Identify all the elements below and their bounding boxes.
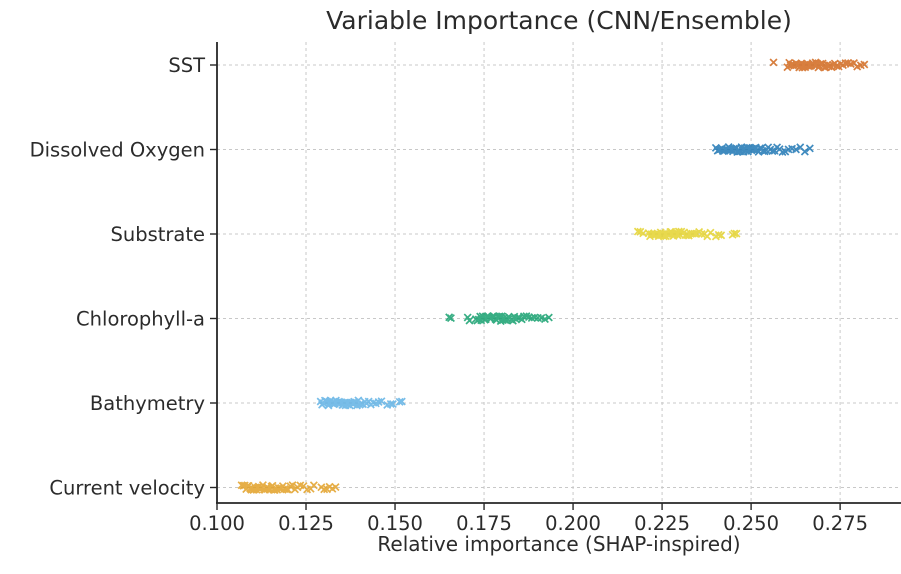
data-point-x-marker — [800, 147, 809, 156]
data-point-x-marker — [706, 228, 715, 237]
series-bathymetry — [316, 396, 406, 410]
series-sst — [769, 58, 869, 72]
x-tick-label: 0.200 — [545, 512, 601, 535]
y-tick-label: SST — [168, 54, 205, 77]
y-tick-label: Bathymetry — [90, 392, 205, 415]
x-tick-label: 0.175 — [456, 512, 512, 535]
chart-title: Variable Importance (CNN/Ensemble) — [326, 6, 792, 35]
data-point-x-marker — [386, 399, 395, 408]
data-point-x-marker — [717, 231, 726, 240]
y-tick-label: Dissolved Oxygen — [30, 139, 205, 162]
y-tick-label: Chlorophyll-a — [76, 308, 205, 331]
series-current-velocity — [237, 481, 340, 495]
x-axis-label: Relative importance (SHAP-inspired) — [377, 532, 741, 556]
data-point-x-marker — [395, 397, 404, 406]
x-tick-label: 0.225 — [634, 512, 690, 535]
data-point-x-marker — [791, 145, 800, 154]
data-point-x-marker — [544, 313, 553, 322]
x-tick-label: 0.125 — [278, 512, 334, 535]
data-point-x-marker — [388, 400, 397, 409]
data-point-x-marker — [697, 230, 706, 239]
data-point-x-marker — [690, 229, 699, 238]
x-tick-label: 0.250 — [723, 512, 779, 535]
data-point-x-marker — [805, 144, 814, 153]
series-substrate — [633, 227, 741, 241]
data-point-x-marker — [778, 148, 787, 157]
data-point-x-marker — [377, 397, 386, 406]
data-point-x-marker — [465, 316, 474, 325]
data-point-x-marker — [732, 229, 741, 238]
x-tick-label: 0.100 — [189, 512, 245, 535]
y-tick-label: Substrate — [110, 223, 205, 246]
data-point-x-marker — [309, 481, 318, 490]
data-point-x-marker — [331, 483, 340, 492]
data-point-x-marker — [730, 229, 739, 238]
data-point-x-marker — [446, 314, 455, 323]
data-point-x-marker — [633, 227, 642, 236]
data-point-x-marker — [769, 58, 778, 67]
x-tick-label: 0.150 — [367, 512, 423, 535]
data-point-x-marker — [288, 481, 297, 490]
data-point-x-marker — [320, 485, 329, 494]
y-tick-label: Current velocity — [49, 477, 205, 500]
series-chlorophyll-a — [445, 312, 553, 326]
data-point-x-marker — [832, 62, 841, 71]
data-point-x-marker — [714, 230, 723, 239]
series-dissolved-oxygen — [711, 143, 814, 157]
data-point-x-marker — [397, 397, 406, 406]
x-tick-label: 0.275 — [812, 512, 868, 535]
data-point-x-marker — [860, 60, 869, 69]
